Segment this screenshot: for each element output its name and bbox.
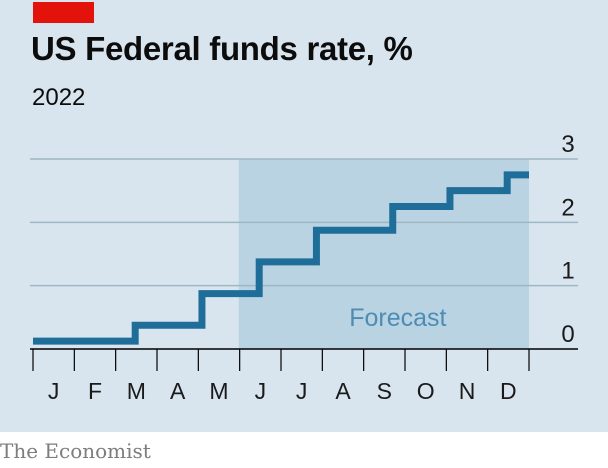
y-tick-label-3: 3 [561, 131, 574, 158]
y-tick-label-1: 1 [561, 258, 574, 285]
x-tick-label-10: N [459, 378, 476, 404]
brand-red-tag [33, 2, 94, 23]
x-tick-label-6: J [296, 378, 308, 404]
source-credit: The Economist [0, 439, 151, 463]
rate-step-line [33, 171, 529, 345]
x-tick-label-4: M [209, 378, 228, 404]
x-tick-label-0: J [48, 378, 60, 404]
x-tick-label-2: M [127, 378, 146, 404]
x-tick-label-9: O [417, 378, 435, 404]
forecast-label: Forecast [349, 304, 446, 332]
x-tick-label-5: J [255, 378, 267, 404]
y-tick-label-2: 2 [561, 194, 574, 221]
x-tick-label-11: D [500, 378, 517, 404]
x-tick-label-8: S [377, 378, 392, 404]
x-tick-label-7: A [335, 378, 351, 404]
chart-title: US Federal funds rate, % [31, 30, 413, 67]
y-tick-label-0: 0 [561, 321, 574, 348]
x-tick-label-3: A [170, 378, 186, 404]
x-tick-label-1: F [88, 378, 102, 404]
chart-subtitle: 2022 [32, 84, 86, 111]
